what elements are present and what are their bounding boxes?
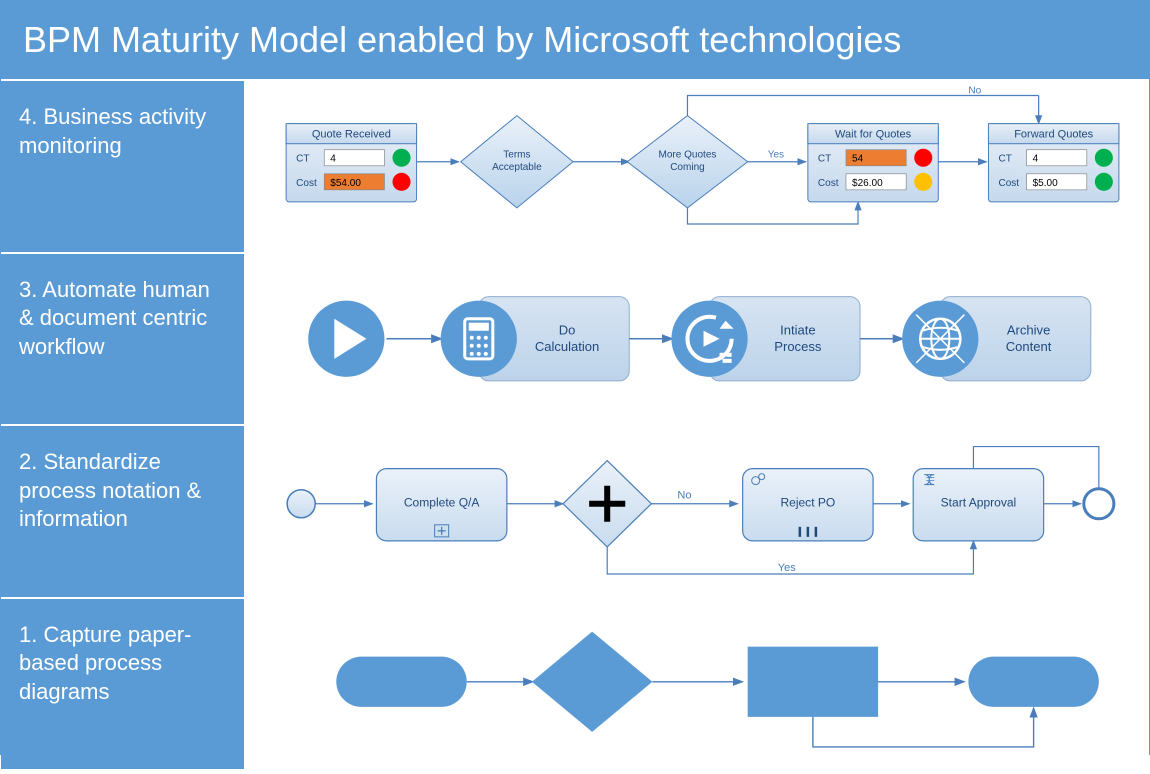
kpi3-cost-val: $5.00: [1033, 178, 1058, 189]
kpi1-ct-label: CT: [296, 154, 309, 165]
terminator-shape: [336, 656, 466, 706]
row-1-num: 1.: [19, 622, 37, 647]
rows: 4. Business activity monitoring: [1, 81, 1149, 769]
svg-text:Acceptable: Acceptable: [492, 162, 542, 173]
kpi2-ct-val: 54: [852, 154, 864, 165]
row-4: 4. Business activity monitoring: [1, 81, 1149, 254]
task-reject-po: Reject PO: [743, 469, 873, 541]
kpi1-cost-label: Cost: [296, 178, 317, 189]
no-label: No: [968, 86, 981, 97]
yes-label-2: Yes: [778, 562, 796, 574]
process-shape: [748, 646, 878, 716]
task-complete-qa: Complete Q/A: [376, 469, 506, 541]
svg-text:More Quotes: More Quotes: [659, 150, 717, 161]
svg-text:Archive: Archive: [1007, 322, 1050, 337]
row-3-label: 3. Automate human & document centric wor…: [1, 254, 246, 425]
page-title: BPM Maturity Model enabled by Microsoft …: [1, 1, 1149, 81]
kpi-box-wait-quotes: Wait for Quotes CT 54 Cost $26.00: [808, 124, 938, 202]
kpi-box-quote-received: Quote Received CT 4 Cost $54.00: [286, 124, 416, 202]
kpi1-cost-val: $54.00: [330, 178, 361, 189]
kpi2-cost-val: $26.00: [852, 178, 883, 189]
task-start-approval: Start Approval: [913, 469, 1043, 541]
task3-label: Start Approval: [941, 496, 1017, 510]
task1-label: Complete Q/A: [404, 496, 480, 510]
row-4-content: No Quote Received CT 4 Cost $: [246, 81, 1149, 252]
diamond-terms-acceptable: Terms Acceptable: [461, 116, 573, 208]
row-4-text: Business activity monitoring: [19, 104, 206, 158]
traffic-light-green-icon: [1095, 149, 1113, 167]
row-3: 3. Automate human & document centric wor…: [1, 254, 1149, 427]
row-3-num: 3.: [19, 277, 37, 302]
row-2-content: Complete Q/A No: [246, 426, 1149, 597]
traffic-light-green-icon: [1095, 173, 1113, 191]
kpi2-ct-label: CT: [818, 154, 831, 165]
kpi3-ct-val: 4: [1033, 154, 1039, 165]
bpmn-start-event: [287, 490, 315, 518]
traffic-light-red-icon: [914, 149, 932, 167]
kpi2-cost-label: Cost: [818, 178, 839, 189]
kpi1-ct-val: 4: [330, 154, 336, 165]
row-2-svg: Complete Q/A No: [246, 426, 1149, 597]
kpi3-title: Forward Quotes: [1014, 129, 1093, 141]
row-2: 2. Standardize process notation & inform…: [1, 426, 1149, 599]
row-3-svg: Do Calculation Intiate Proc: [246, 254, 1149, 425]
row-1: 1. Capture paper-based process diagrams: [1, 599, 1149, 770]
decision-shape: [532, 631, 652, 731]
step-initiate-process: Intiate Process: [671, 296, 860, 380]
row-4-svg: No Quote Received CT 4 Cost $: [246, 81, 1149, 252]
row-1-content: [246, 599, 1149, 770]
no-label-2: No: [677, 490, 691, 502]
svg-text:Terms: Terms: [503, 150, 530, 161]
svg-text:Process: Process: [774, 338, 822, 353]
bpmn-gateway: [563, 461, 651, 547]
row-2-num: 2.: [19, 449, 37, 474]
row-3-text: Automate human & document centric workfl…: [19, 277, 210, 359]
svg-text:Do: Do: [559, 322, 576, 337]
svg-text:Intiate: Intiate: [780, 322, 816, 337]
step-do-calculation: Do Calculation: [441, 296, 630, 380]
bpmn-end-event: [1084, 489, 1114, 519]
yes-label: Yes: [768, 150, 784, 161]
svg-text:Calculation: Calculation: [535, 338, 599, 353]
row-1-label: 1. Capture paper-based process diagrams: [1, 599, 246, 770]
terminator-end-shape: [968, 656, 1098, 706]
row-1-svg: [246, 599, 1149, 770]
row-3-content: Do Calculation Intiate Proc: [246, 254, 1149, 425]
traffic-light-green-icon: [392, 149, 410, 167]
kpi1-title: Quote Received: [312, 129, 391, 141]
traffic-light-red-icon: [392, 173, 410, 191]
row-2-label: 2. Standardize process notation & inform…: [1, 426, 246, 597]
diamond-more-quotes: More Quotes Coming: [627, 116, 747, 208]
diagram-container: BPM Maturity Model enabled by Microsoft …: [0, 0, 1150, 755]
task2-label: Reject PO: [780, 496, 835, 510]
svg-text:Coming: Coming: [670, 162, 705, 173]
step-archive-content: Archive Content: [902, 296, 1091, 380]
kpi3-cost-label: Cost: [999, 178, 1020, 189]
kpi2-title: Wait for Quotes: [835, 129, 912, 141]
svg-text:Content: Content: [1006, 338, 1052, 353]
row-2-text: Standardize process notation & informati…: [19, 449, 201, 531]
kpi3-ct-label: CT: [999, 154, 1012, 165]
traffic-light-yellow-icon: [914, 173, 932, 191]
kpi-box-forward-quotes: Forward Quotes CT 4 Cost $5.00: [988, 124, 1118, 202]
row-4-label: 4. Business activity monitoring: [1, 81, 246, 252]
row-1-text: Capture paper-based process diagrams: [19, 622, 191, 704]
row-4-num: 4.: [19, 104, 37, 129]
